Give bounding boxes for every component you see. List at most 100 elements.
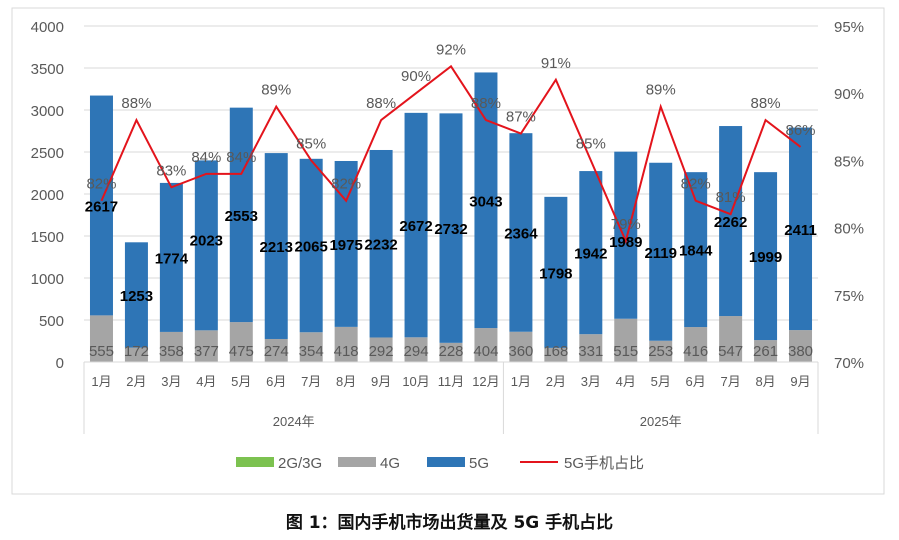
legend-label: 2G/3G [278,455,322,472]
bar-4g [684,327,708,362]
data-label-4g: 253 [648,343,673,360]
legend-swatch [236,457,274,467]
bar-5g [614,151,638,319]
y-right-tick-label: 70% [834,355,864,372]
data-label-5g-share: 82% [86,176,116,193]
data-label-5g-share: 79% [611,216,641,233]
bar-4g [89,315,113,362]
bar-5g [649,162,673,341]
data-label-5g-share: 88% [121,95,151,112]
bar-5g [404,112,428,338]
data-label-5g: 2232 [364,237,397,254]
data-label-5g: 1975 [329,237,362,254]
y-left-tick-label: 1000 [31,271,64,288]
y-right-tick-label: 90% [834,86,864,103]
bar-4g [544,347,568,362]
bar-4g [509,331,533,362]
data-label-4g: 168 [543,343,568,360]
data-label-4g: 331 [578,343,603,360]
bar-4g [614,318,638,362]
data-label-5g: 2023 [190,232,223,249]
data-label-5g-share: 82% [681,176,711,193]
bar-5g [719,126,743,317]
bar-4g [474,328,498,362]
data-label-4g: 555 [89,343,114,360]
data-label-4g: 547 [718,343,743,360]
x-tick-label: 2月 [126,374,146,389]
data-label-4g: 261 [753,343,778,360]
y-left-tick-label: 500 [39,313,64,330]
data-label-4g: 475 [229,343,254,360]
bar-5g [544,196,568,348]
data-label-5g-share: 88% [471,95,501,112]
bar-4g [754,340,778,362]
x-tick-label: 5月 [651,374,671,389]
data-label-4g: 358 [159,343,184,360]
x-tick-label: 1月 [511,374,531,389]
bar-4g [649,340,673,362]
bar-4g [194,330,218,362]
data-label-4g: 172 [124,343,149,360]
x-tick-label: 8月 [336,374,356,389]
bar-4g [334,326,358,362]
legend-label: 4G [380,455,400,472]
bar-5g [684,172,708,328]
bar-4g [299,332,323,362]
data-label-5g-share: 87% [506,109,536,126]
data-label-5g: 2617 [85,198,118,215]
data-label-5g-share: 85% [576,135,606,152]
y-left-tick-label: 0 [56,355,64,372]
data-label-5g-share: 84% [226,149,256,166]
y-left-tick-label: 3500 [31,61,64,78]
data-label-5g-share: 91% [541,55,571,72]
bar-4g [369,337,393,362]
data-label-4g: 515 [613,343,638,360]
legend-label: 5G手机占比 [564,455,644,472]
data-label-5g: 1942 [574,246,607,263]
data-label-5g: 2364 [504,225,538,242]
x-tick-label: 4月 [196,374,216,389]
x-tick-label: 9月 [790,374,810,389]
bar-5g [369,149,393,338]
data-label-5g-share: 86% [786,122,816,139]
bar-5g [334,160,358,327]
bar-4g [124,347,148,362]
data-label-5g: 2065 [295,239,328,256]
data-label-5g: 1999 [749,249,782,266]
data-label-5g: 1844 [679,243,713,260]
legend-label: 5G [469,455,489,472]
data-label-5g-share: 83% [156,162,186,179]
data-label-4g: 377 [194,343,219,360]
chart-border [11,7,885,495]
bar-5g [474,72,498,329]
x-tick-label: 6月 [266,374,286,389]
data-label-5g-share: 90% [401,68,431,85]
data-label-4g: 228 [438,343,463,360]
bar-4g [229,322,253,362]
bar-5g [194,160,218,331]
bar-4g [789,330,813,362]
data-label-5g-share: 92% [436,41,466,58]
data-label-5g: 1989 [609,234,642,251]
figure-caption: 图 1：国内手机市场出货量及 5G 手机占比 [285,513,614,533]
data-label-5g-share: 85% [296,135,326,152]
data-label-5g: 2732 [434,221,467,238]
y-left-tick-label: 2500 [31,145,64,162]
x-tick-label: 1月 [91,374,111,389]
bar-4g [264,338,288,362]
y-left-tick-label: 1500 [31,229,64,246]
data-label-4g: 380 [788,343,813,360]
x-tick-label: 9月 [371,374,391,389]
data-label-5g-share: 88% [751,95,781,112]
bar-5g [439,113,463,343]
bar-4g [404,337,428,362]
bar-5g [89,95,113,316]
bar-5g [124,242,148,348]
x-tick-label: 4月 [616,374,636,389]
legend-swatch [427,457,465,467]
bar-4g [579,334,603,362]
data-label-4g: 416 [683,343,708,360]
data-label-5g: 2213 [260,239,293,256]
data-label-5g: 2553 [225,208,258,225]
data-label-5g: 1798 [539,265,572,282]
